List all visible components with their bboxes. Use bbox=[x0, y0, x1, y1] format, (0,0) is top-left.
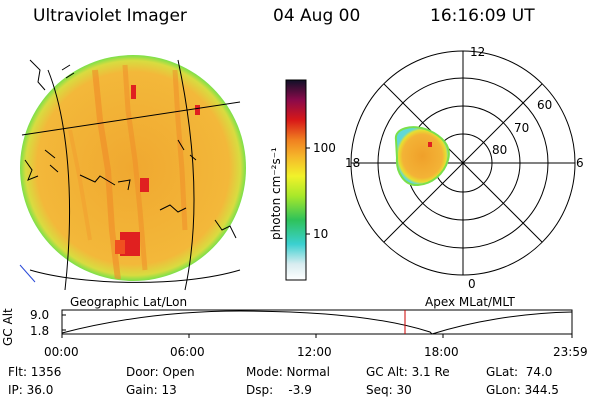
status-gc-alt: GC Alt: 3.1 Re bbox=[366, 365, 450, 379]
mlat-label-70: 70 bbox=[514, 121, 530, 135]
mlt-label-12: 12 bbox=[470, 45, 486, 59]
status-door: Door: Open bbox=[126, 365, 195, 379]
bright-spot bbox=[131, 85, 136, 99]
time-tick-1200: 12:00 bbox=[297, 345, 332, 359]
altitude-tick-9: 9.0 bbox=[30, 308, 50, 322]
date-label: 04 Aug 00 bbox=[273, 6, 361, 26]
altitude-tick-1.8: 1.8 bbox=[30, 324, 50, 338]
status-seq: Seq: 30 bbox=[366, 383, 412, 397]
left-panel-caption: Geographic Lat/Lon bbox=[70, 295, 188, 309]
altitude-plot-frame bbox=[61, 309, 573, 335]
polar-plot bbox=[350, 50, 576, 276]
status-glat: GLat: 74.0 bbox=[486, 365, 553, 379]
mlt-label-6: 6 bbox=[576, 156, 584, 170]
colorbar-tick-10: 10 bbox=[313, 227, 329, 241]
altitude-plot bbox=[61, 309, 573, 338]
geographic-image bbox=[19, 55, 246, 291]
time-tick-0000: 00:00 bbox=[44, 345, 79, 359]
instrument-title: Ultraviolet Imager bbox=[33, 6, 187, 26]
status-mode: Mode: Normal bbox=[246, 365, 330, 379]
bright-spot bbox=[140, 178, 149, 192]
time-tick-1800: 18:00 bbox=[424, 345, 459, 359]
bright-spot bbox=[115, 240, 125, 254]
aurora-oval bbox=[394, 126, 450, 187]
colorbar-unit-label: photon cm⁻²s⁻¹ bbox=[269, 147, 283, 240]
colorbar bbox=[285, 79, 307, 281]
right-panel-caption: Apex MLat/MLT bbox=[425, 295, 515, 309]
status-flt: Flt: 1356 bbox=[8, 365, 62, 379]
mlat-label-80: 80 bbox=[492, 143, 508, 157]
mlt-label-0: 0 bbox=[468, 277, 476, 291]
altitude-axis-label: GC Alt bbox=[1, 308, 15, 346]
time-tick-0600: 06:00 bbox=[170, 345, 205, 359]
altitude-curve bbox=[61, 310, 573, 335]
time-label: 16:16:09 UT bbox=[430, 6, 535, 26]
mlat-label-60: 60 bbox=[537, 98, 553, 112]
status-glon: GLon: 344.5 bbox=[486, 383, 559, 397]
colorbar-tick-100: 100 bbox=[313, 141, 336, 155]
status-ip: IP: 36.0 bbox=[8, 383, 54, 397]
status-dsp: Dsp: -3.9 bbox=[246, 383, 312, 397]
bright-spot bbox=[195, 105, 200, 115]
time-tick-2359: 23:59 bbox=[553, 345, 588, 359]
mlt-label-18: 18 bbox=[345, 156, 361, 170]
earth-disk bbox=[20, 55, 246, 281]
status-gain: Gain: 13 bbox=[126, 383, 177, 397]
